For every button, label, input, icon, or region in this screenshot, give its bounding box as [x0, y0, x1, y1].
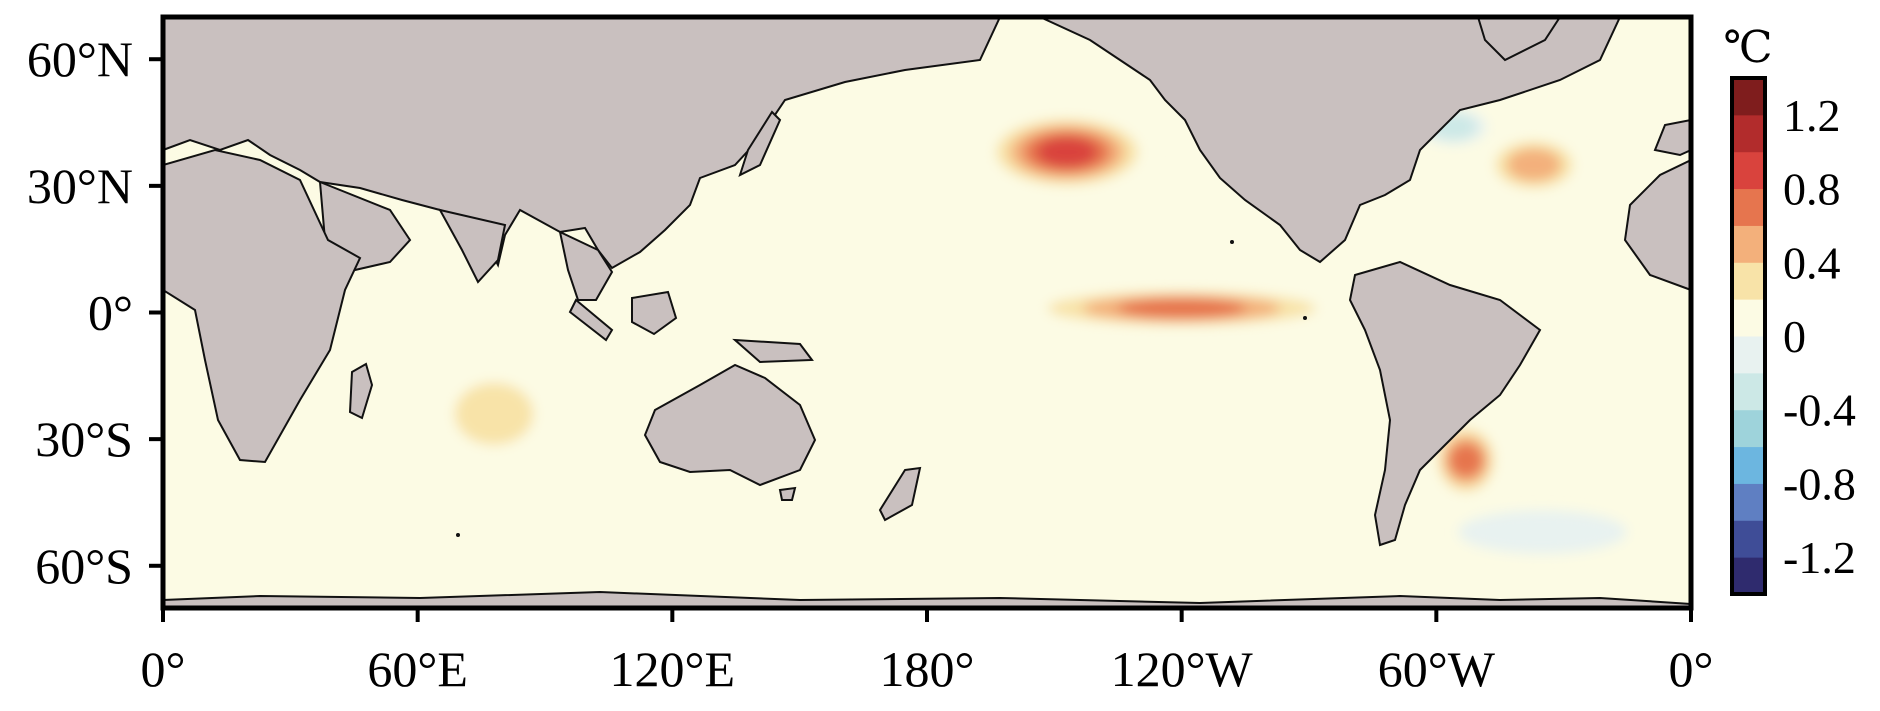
colorbar: ℃ 1.2 0.8 0.4 0 -0.4 -0.8 -1.2	[1723, 23, 1856, 596]
colorbar-bin	[1732, 188, 1765, 226]
latitude-axis: 60°N 30°N 0° 30°S 60°S	[27, 31, 163, 594]
colorbar-bin	[1732, 114, 1765, 153]
land-iberia	[1653, 118, 1691, 157]
colorbar-tick-labels: 1.2 0.8 0.4 0 -0.4 -0.8 -1.2	[1783, 90, 1856, 583]
lon-tick-label: 0°	[1669, 641, 1714, 697]
colorbar-bins	[1732, 78, 1765, 595]
colorbar-bin	[1732, 557, 1765, 595]
colorbar-bin	[1732, 262, 1765, 300]
land-indochina	[558, 230, 614, 301]
land-new-zealand	[878, 466, 922, 522]
colorbar-bin	[1732, 225, 1765, 263]
lon-tick-label: 120°W	[1111, 641, 1254, 697]
south-indian-warm-contour	[454, 382, 534, 445]
colorbar-bin	[1732, 299, 1765, 337]
land-india	[438, 208, 507, 284]
colorbar-frame	[1730, 76, 1767, 596]
colorbar-bin	[1732, 520, 1765, 558]
land-madagascar	[348, 362, 374, 420]
land-north-america	[1039, 17, 1622, 264]
land-layer	[163, 17, 1691, 608]
land-tasmania	[778, 486, 797, 501]
equatorial-pacific-warm-tongue-contour	[1117, 298, 1246, 319]
colorbar-bin	[1732, 372, 1765, 411]
land-eurasia	[163, 17, 1002, 270]
colorbar-bin	[1732, 336, 1765, 374]
colorbar-tick-label: -0.4	[1783, 385, 1856, 436]
land-sumatra	[568, 298, 614, 342]
colorbar-tick-label: 0.4	[1783, 237, 1841, 288]
colorbar-tick-label: 1.2	[1783, 90, 1841, 141]
lon-tick-label: 180°	[880, 641, 975, 697]
lon-tick-label: 0°	[141, 641, 186, 697]
colorbar-unit-label: ℃	[1723, 23, 1772, 72]
colorbar-bin	[1732, 151, 1765, 190]
land-australia	[643, 363, 817, 487]
map-panel: 0° 60°E 120°E 180° 120°W 60°W 0° 60°N 30°N 0° 30°…	[27, 14, 1714, 697]
lat-tick-label: 30°S	[35, 411, 133, 467]
land-japan	[738, 110, 782, 177]
southwest-atlantic-warm-contour	[1449, 443, 1483, 477]
land-west-africa-east-edge	[1623, 158, 1691, 292]
lat-tick-label: 60°S	[35, 538, 133, 594]
land-south-america	[1348, 260, 1542, 547]
colorbar-tick-label: 0.8	[1783, 164, 1841, 215]
colorbar-bin	[1732, 446, 1765, 484]
north-atlantic-warm-contour	[1507, 148, 1561, 182]
lat-tick-label: 60°N	[27, 31, 133, 87]
lon-tick-label: 60°W	[1378, 641, 1496, 697]
land-borneo	[631, 290, 678, 336]
lon-tick-label: 60°E	[367, 641, 468, 697]
island-marks	[456, 240, 1307, 537]
south-pacific-warm-contour	[931, 489, 1135, 542]
north-pacific-blob-contour	[1037, 137, 1097, 167]
colorbar-bin	[1732, 409, 1765, 448]
land-greenland	[1476, 17, 1562, 62]
longitude-axis: 0° 60°E 120°E 180° 120°W 60°W 0°	[141, 608, 1714, 697]
colorbar-tick-label: 0	[1783, 311, 1806, 362]
southern-ocean-cool-contour	[1458, 510, 1627, 554]
land-antarctica-fringe	[163, 590, 1691, 608]
colorbar-tick-label: -0.8	[1783, 458, 1856, 509]
anomaly-layer	[435, 109, 1627, 554]
land-africa	[163, 148, 362, 464]
colorbar-bin	[1732, 78, 1765, 116]
land-new-guinea	[732, 338, 814, 364]
lon-tick-label: 120°E	[610, 641, 736, 697]
lat-tick-label: 30°N	[27, 158, 133, 214]
lat-tick-label: 0°	[88, 285, 133, 341]
colorbar-tick-label: -1.2	[1783, 532, 1856, 583]
colorbar-bin	[1732, 483, 1765, 521]
